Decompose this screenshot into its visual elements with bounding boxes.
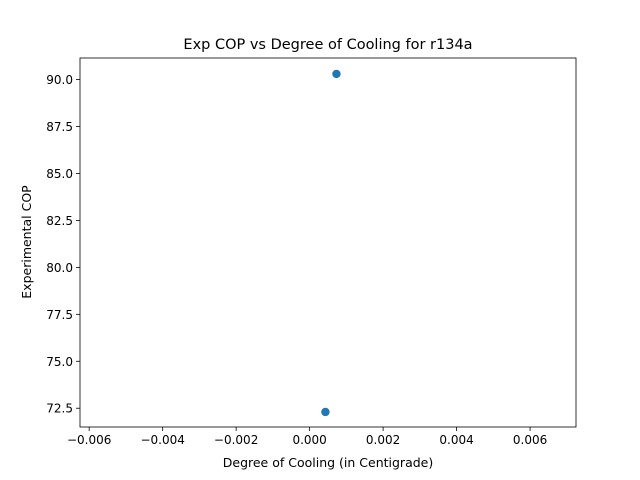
data-point [321, 407, 330, 417]
x-tick-label: 0.002 [366, 433, 400, 447]
x-tick-label: 0.006 [513, 433, 547, 447]
y-tick-label: 82.5 [46, 214, 73, 228]
y-tick-label: 75.0 [46, 355, 73, 369]
x-axis-label: Degree of Cooling (in Centigrade) [223, 455, 434, 470]
x-tick-label: 0.000 [292, 433, 326, 447]
y-tick-label: 72.5 [46, 402, 73, 416]
x-tick-label: 0.004 [439, 433, 473, 447]
data-point [332, 69, 341, 79]
y-tick-label: 85.0 [46, 167, 73, 181]
plot-frame [79, 57, 577, 428]
y-tick-label: 90.0 [46, 73, 73, 87]
chart-title: Exp COP vs Degree of Cooling for r134a [183, 37, 472, 53]
plot-area: −0.006 −0.004 −0.002 0.000 0.002 0.004 0.006 72… [46, 57, 577, 447]
x-tick-label: −0.006 [67, 433, 111, 447]
y-tick-label: 77.5 [46, 308, 73, 322]
y-axis-label: Experimental COP [19, 185, 34, 299]
x-tick-label: −0.004 [140, 433, 184, 447]
y-tick-label: 87.5 [46, 120, 73, 134]
x-tick-label: −0.002 [214, 433, 258, 447]
y-tick-label: 80.0 [46, 261, 73, 275]
